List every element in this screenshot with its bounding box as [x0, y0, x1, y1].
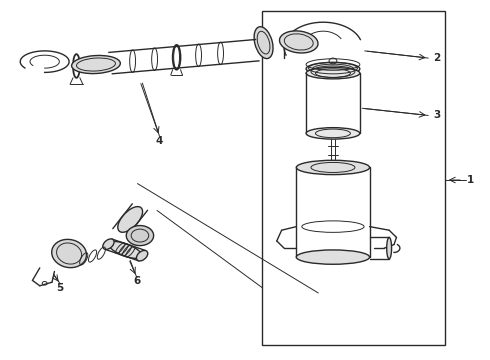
Bar: [262, 12, 445, 345]
Ellipse shape: [387, 237, 392, 259]
Text: 3: 3: [433, 111, 440, 121]
Text: 6: 6: [133, 276, 140, 286]
Ellipse shape: [126, 226, 154, 246]
Ellipse shape: [306, 128, 360, 139]
Ellipse shape: [306, 62, 360, 75]
Ellipse shape: [279, 31, 318, 53]
Ellipse shape: [72, 55, 121, 73]
Ellipse shape: [296, 250, 369, 264]
Ellipse shape: [103, 239, 114, 249]
Ellipse shape: [296, 160, 369, 175]
Ellipse shape: [118, 207, 143, 232]
Text: 1: 1: [467, 175, 474, 185]
Text: 2: 2: [433, 53, 440, 63]
Text: 4: 4: [156, 136, 163, 146]
Text: 5: 5: [57, 283, 64, 293]
Ellipse shape: [306, 67, 360, 79]
Ellipse shape: [52, 239, 87, 268]
Ellipse shape: [137, 251, 148, 261]
Ellipse shape: [109, 242, 142, 258]
Ellipse shape: [254, 27, 273, 59]
